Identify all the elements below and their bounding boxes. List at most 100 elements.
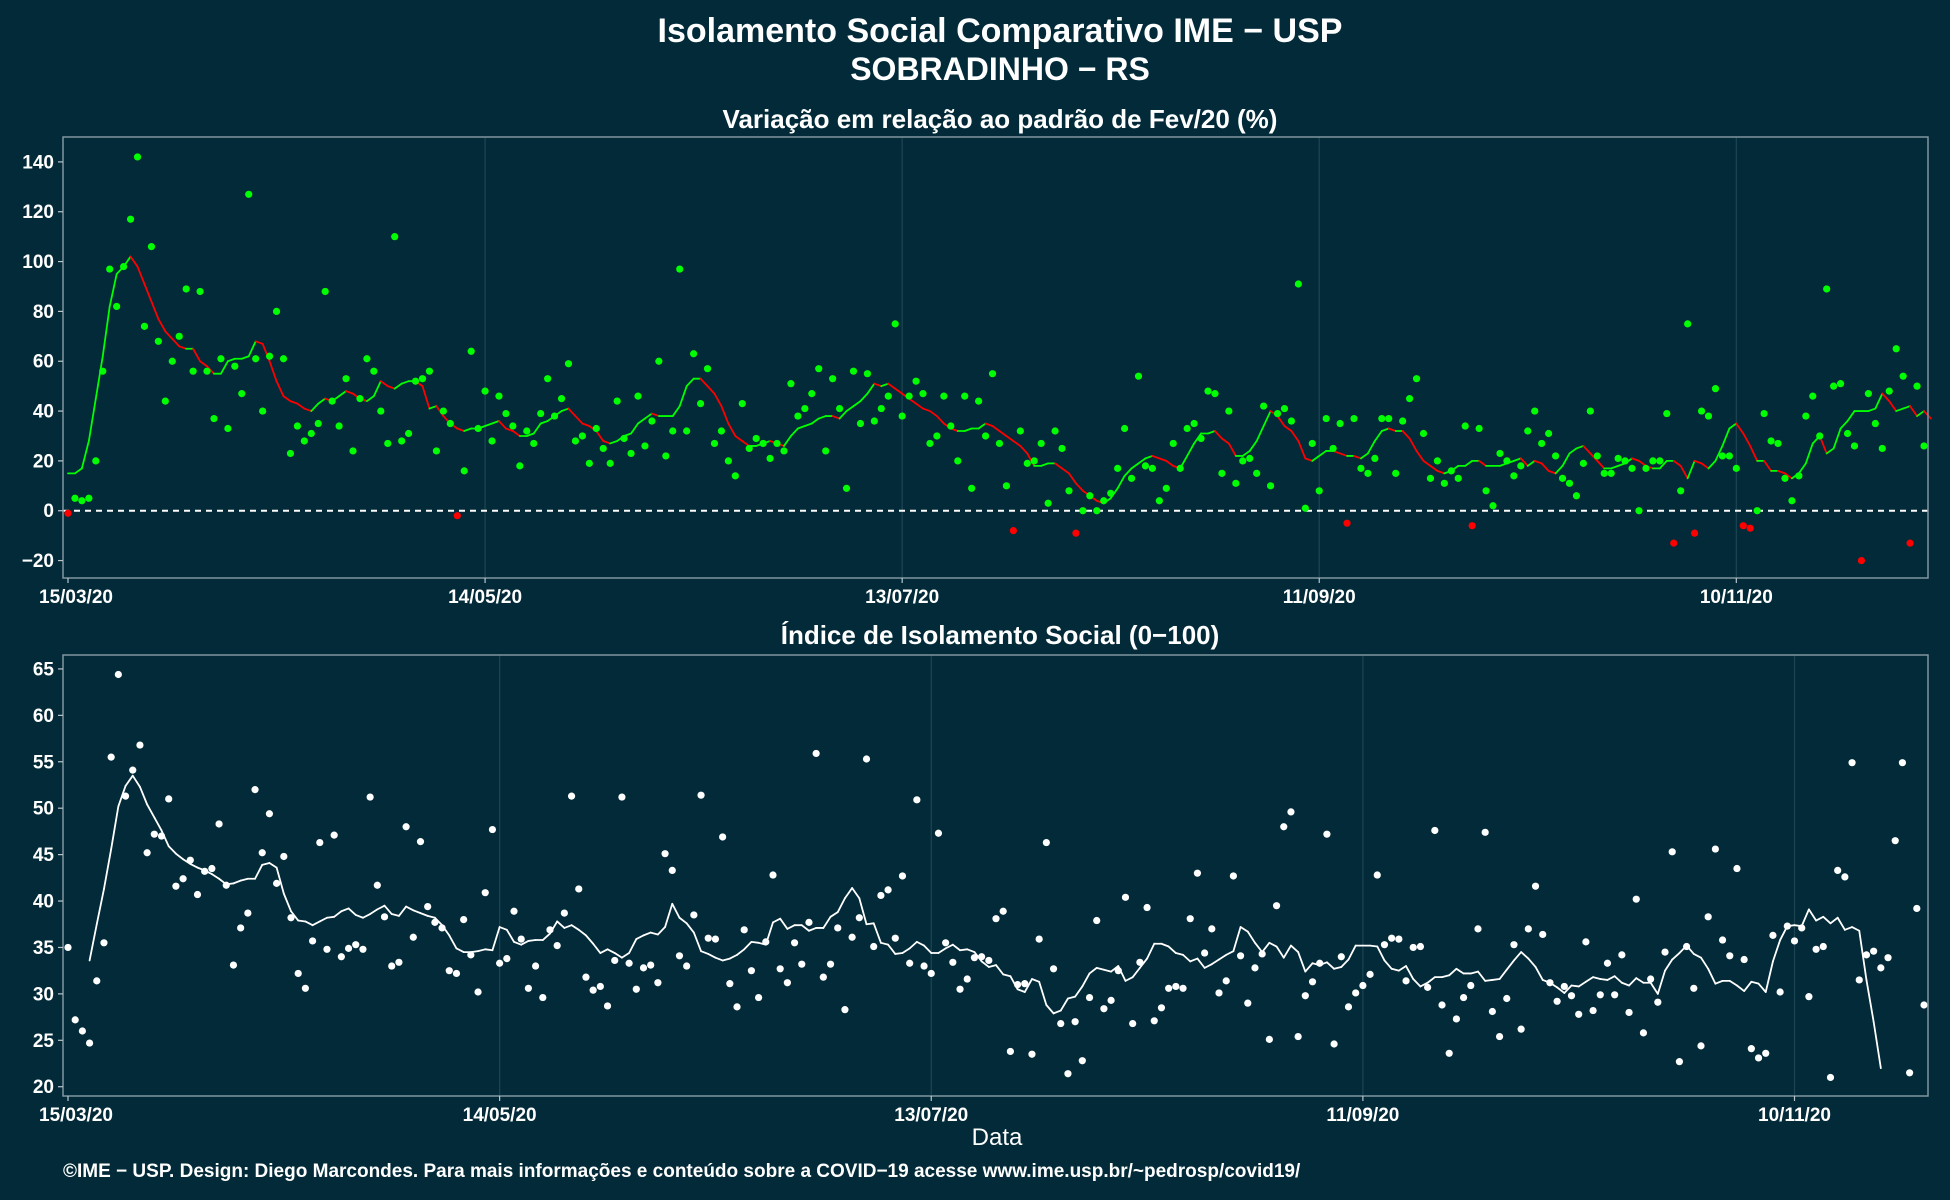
data-point xyxy=(669,427,677,435)
data-point xyxy=(1816,432,1824,440)
data-point xyxy=(244,909,252,917)
data-point xyxy=(1344,1003,1353,1011)
data-point xyxy=(1862,951,1871,959)
series-line-segment xyxy=(1888,400,1898,412)
data-point xyxy=(92,457,100,465)
series-line-segment xyxy=(1867,407,1877,412)
data-point xyxy=(352,941,360,949)
series-line-segment xyxy=(602,440,612,445)
data-point xyxy=(161,397,169,405)
series-line-segment xyxy=(734,435,744,442)
data-point xyxy=(1186,915,1194,923)
data-point xyxy=(1621,457,1629,465)
series-line-segment xyxy=(1592,976,1602,980)
panel-1-title: Variação em relação ao padrão de Fev/20 … xyxy=(723,104,1278,134)
series-line-segment xyxy=(1088,966,1098,975)
data-point xyxy=(280,852,288,861)
series-line-segment xyxy=(428,405,438,410)
data-point xyxy=(481,387,489,395)
data-point xyxy=(1475,424,1483,433)
series-line-segment xyxy=(649,931,659,936)
data-point xyxy=(1218,469,1226,477)
series-line-segment xyxy=(282,892,292,913)
data-point xyxy=(1357,464,1365,472)
series-line-segment xyxy=(995,964,1005,976)
data-point xyxy=(1753,507,1761,515)
data-point xyxy=(1468,522,1476,530)
series-line-segment xyxy=(1513,951,1523,962)
series-line-segment xyxy=(1290,430,1300,442)
data-point xyxy=(564,360,573,368)
data-point xyxy=(245,190,253,198)
data-point xyxy=(1426,474,1435,482)
series-line-segment xyxy=(808,927,818,932)
data-point xyxy=(1215,989,1223,997)
series-line-segment xyxy=(1144,455,1154,460)
series-line-segment xyxy=(1275,945,1285,959)
data-point xyxy=(992,915,1000,923)
data-point xyxy=(107,753,115,761)
data-point xyxy=(1906,1069,1914,1077)
data-point xyxy=(798,960,806,968)
data-point xyxy=(1546,979,1554,987)
data-point xyxy=(446,419,454,428)
data-point xyxy=(431,918,439,926)
data-point xyxy=(474,424,482,433)
series-line-segment xyxy=(317,397,327,405)
data-point xyxy=(738,399,746,408)
series-line-segment xyxy=(1196,957,1206,969)
data-point xyxy=(567,792,576,800)
data-point xyxy=(1538,439,1546,448)
data-point xyxy=(1023,459,1031,467)
data-point xyxy=(1093,916,1101,925)
series-line-segment xyxy=(1369,944,1379,948)
data-point xyxy=(1028,1050,1036,1058)
data-point xyxy=(251,786,259,794)
data-point xyxy=(524,984,533,992)
series-line-segment xyxy=(520,940,530,946)
series-line-segment xyxy=(491,420,500,425)
data-point xyxy=(933,432,941,440)
data-point xyxy=(1172,982,1180,991)
data-point xyxy=(606,459,614,467)
series-line-segment xyxy=(1137,457,1147,465)
data-point xyxy=(1272,902,1281,910)
data-point xyxy=(1438,1001,1446,1009)
data-point xyxy=(1232,479,1240,487)
series-line-segment xyxy=(803,422,813,427)
series-line-segment xyxy=(1822,915,1832,925)
series-line-segment xyxy=(966,948,976,953)
series-line-segment xyxy=(692,931,702,953)
data-point xyxy=(1481,828,1489,836)
series-line-segment xyxy=(1283,425,1293,432)
series-line-segment xyxy=(644,412,653,420)
data-point xyxy=(265,352,274,360)
x-axis-label: Data xyxy=(972,1124,1023,1151)
series-line-segment xyxy=(1262,410,1272,427)
data-point xyxy=(1071,1018,1079,1026)
data-point xyxy=(1021,980,1029,988)
series-line-segment xyxy=(1441,974,1451,979)
data-point xyxy=(356,395,364,403)
data-point xyxy=(710,439,719,448)
data-point xyxy=(203,367,211,375)
data-point xyxy=(1639,1029,1648,1037)
data-point xyxy=(1920,1001,1928,1009)
data-point xyxy=(618,793,626,801)
data-point xyxy=(592,424,600,433)
series-line-segment xyxy=(513,940,523,946)
series-line-segment xyxy=(110,805,120,850)
series-line-segment xyxy=(923,944,933,954)
data-point xyxy=(1611,991,1619,999)
series-line-segment xyxy=(525,432,535,437)
series-line-segment xyxy=(796,425,806,430)
series-line-segment xyxy=(340,907,350,913)
series-line-segment xyxy=(1304,962,1314,973)
data-point xyxy=(286,449,295,458)
data-point xyxy=(1412,375,1421,383)
series-line-segment xyxy=(268,360,278,383)
data-point xyxy=(1871,419,1879,428)
series-line-segment xyxy=(1527,957,1537,968)
data-point xyxy=(1385,414,1393,423)
data-point xyxy=(224,424,232,433)
